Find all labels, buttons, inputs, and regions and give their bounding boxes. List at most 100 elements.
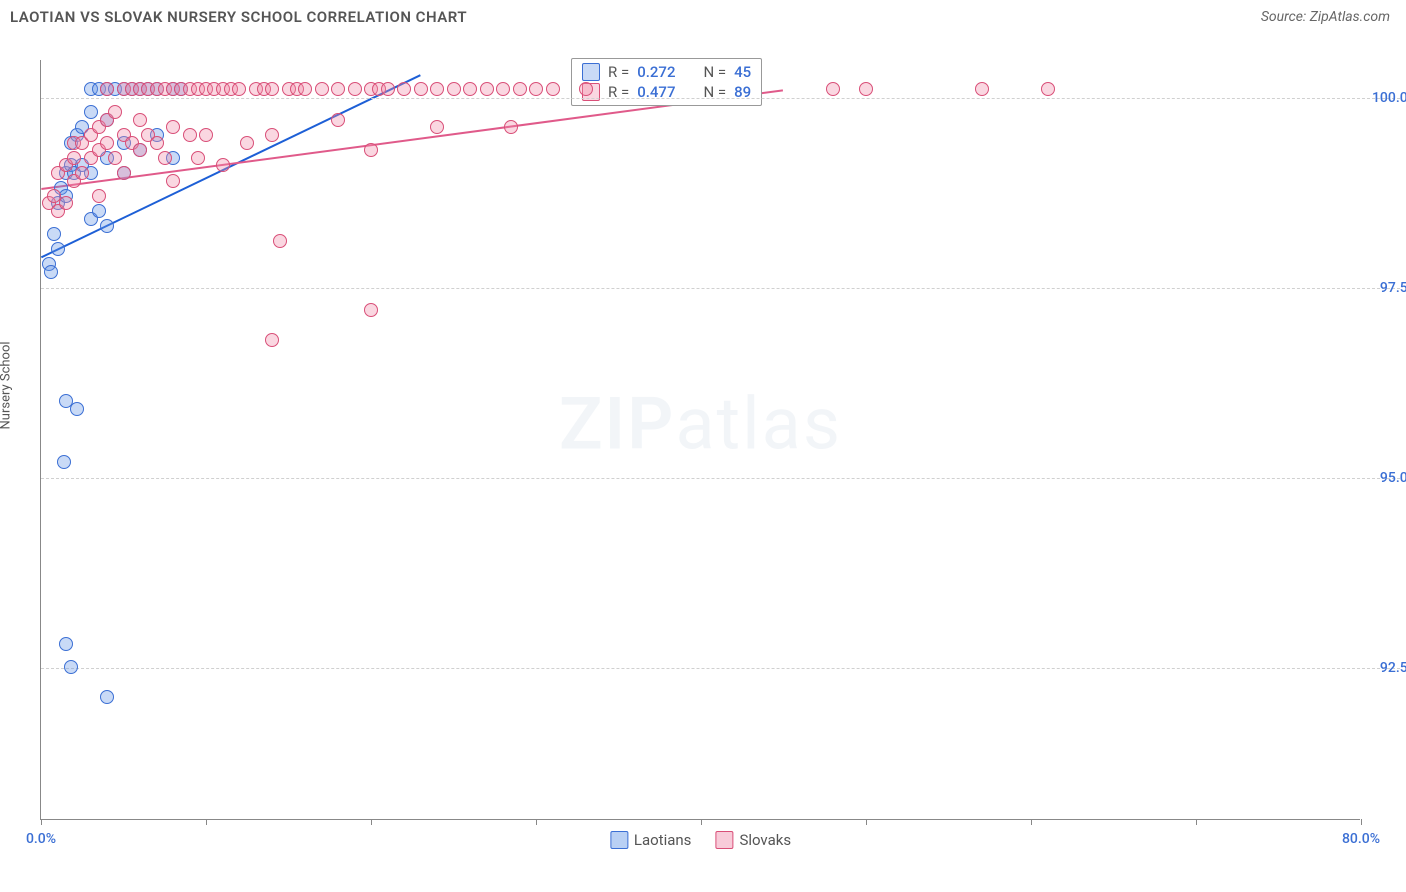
series-legend: Laotians Slovaks: [610, 831, 791, 849]
plot-area: ZIPatlas R = 0.272N = 45R = 0.477N = 89 …: [40, 60, 1360, 820]
x-tick: [1031, 819, 1032, 825]
r-value: 0.272: [637, 63, 675, 81]
scatter-point: [59, 637, 73, 651]
scatter-point: [513, 82, 527, 96]
x-tick: [536, 819, 537, 825]
legend-swatch: [610, 831, 628, 849]
x-tick: [701, 819, 702, 825]
grid-line: [41, 478, 1400, 479]
n-value: 45: [734, 63, 751, 81]
trend-lines: [41, 60, 1360, 819]
scatter-point: [414, 82, 428, 96]
x-tick: [41, 819, 42, 825]
x-tick: [206, 819, 207, 825]
legend-item: Laotians: [610, 831, 692, 849]
chart-wrap: Nursery School ZIPatlas R = 0.272 N = 45R…: [0, 40, 1406, 892]
scatter-point: [166, 174, 180, 188]
scatter-point: [315, 82, 329, 96]
scatter-point: [100, 690, 114, 704]
scatter-point: [216, 158, 230, 172]
scatter-point: [381, 82, 395, 96]
x-tick-label: 80.0%: [1342, 831, 1380, 847]
scatter-point: [826, 82, 840, 96]
scatter-point: [265, 333, 279, 347]
legend-label: Slovaks: [739, 831, 791, 849]
scatter-point: [331, 82, 345, 96]
y-tick-label: 100.0%: [1372, 90, 1406, 106]
x-tick: [866, 819, 867, 825]
scatter-point: [265, 82, 279, 96]
scatter-point: [67, 151, 81, 165]
scatter-point: [191, 151, 205, 165]
scatter-point: [232, 82, 246, 96]
scatter-point: [1041, 82, 1055, 96]
scatter-point: [158, 151, 172, 165]
n-label: N =: [703, 63, 726, 81]
watermark: ZIPatlas: [559, 382, 842, 467]
scatter-point: [273, 234, 287, 248]
scatter-point: [108, 105, 122, 119]
r-label: R =: [608, 63, 629, 81]
scatter-point: [100, 219, 114, 233]
legend-swatch: [715, 831, 733, 849]
chart-title: LAOTIAN VS SLOVAK NURSERY SCHOOL CORRELA…: [10, 8, 467, 26]
grid-line: [41, 288, 1400, 289]
scatter-point: [331, 113, 345, 127]
scatter-point: [298, 82, 312, 96]
scatter-point: [47, 227, 61, 241]
x-tick: [371, 819, 372, 825]
scatter-point: [397, 82, 411, 96]
legend-item: Slovaks: [715, 831, 791, 849]
scatter-point: [108, 151, 122, 165]
scatter-point: [64, 660, 78, 674]
legend-row: R = 0.272 N = 45: [582, 63, 751, 81]
grid-line: [41, 98, 1400, 99]
y-axis-label: Nursery School: [0, 341, 14, 429]
legend-label: Laotians: [634, 831, 692, 849]
scatter-point: [447, 82, 461, 96]
y-tick-label: 97.5%: [1380, 280, 1406, 296]
scatter-point: [133, 113, 147, 127]
scatter-point: [265, 128, 279, 142]
scatter-point: [92, 204, 106, 218]
scatter-point: [100, 136, 114, 150]
x-tick: [1196, 819, 1197, 825]
scatter-point: [430, 82, 444, 96]
scatter-point: [364, 143, 378, 157]
scatter-point: [579, 82, 593, 96]
scatter-point: [84, 105, 98, 119]
scatter-point: [529, 82, 543, 96]
scatter-point: [51, 242, 65, 256]
scatter-point: [348, 82, 362, 96]
y-tick-label: 92.5%: [1380, 660, 1406, 676]
legend-swatch: [582, 63, 600, 81]
scatter-point: [496, 82, 510, 96]
scatter-point: [480, 82, 494, 96]
scatter-point: [44, 265, 58, 279]
scatter-point: [546, 82, 560, 96]
scatter-point: [166, 120, 180, 134]
x-tick-label: 0.0%: [26, 831, 56, 847]
scatter-point: [92, 189, 106, 203]
scatter-point: [240, 136, 254, 150]
scatter-point: [975, 82, 989, 96]
scatter-point: [59, 196, 73, 210]
scatter-point: [57, 455, 71, 469]
scatter-point: [430, 120, 444, 134]
x-tick: [1361, 819, 1362, 825]
scatter-point: [859, 82, 873, 96]
scatter-point: [75, 166, 89, 180]
scatter-point: [70, 402, 84, 416]
y-tick-label: 95.0%: [1380, 470, 1406, 486]
scatter-point: [504, 120, 518, 134]
scatter-point: [183, 128, 197, 142]
scatter-point: [100, 82, 114, 96]
scatter-point: [117, 166, 131, 180]
trend-line: [41, 75, 420, 257]
scatter-point: [364, 303, 378, 317]
scatter-point: [150, 136, 164, 150]
source-label: Source: ZipAtlas.com: [1261, 9, 1390, 25]
scatter-point: [133, 143, 147, 157]
grid-line: [41, 668, 1400, 669]
scatter-point: [463, 82, 477, 96]
